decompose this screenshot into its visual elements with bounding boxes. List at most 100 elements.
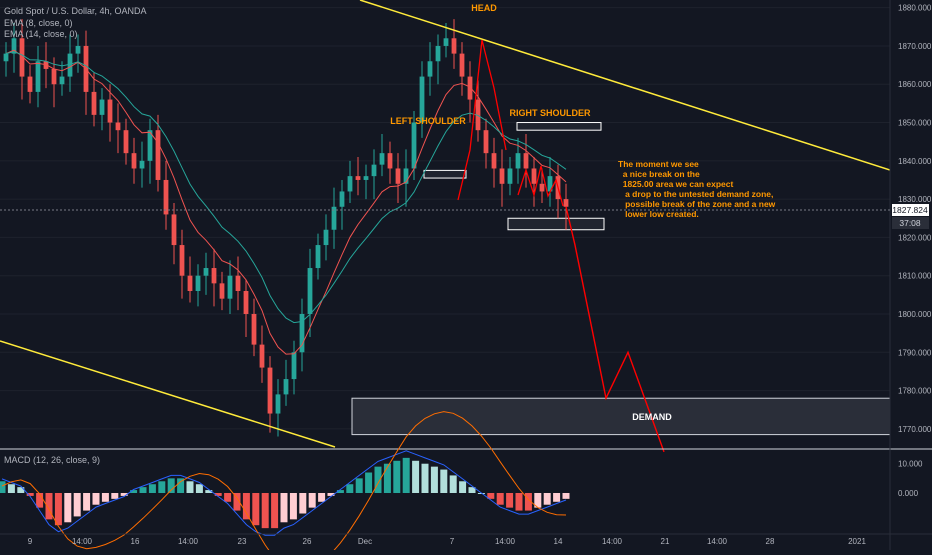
candle-body bbox=[195, 275, 201, 292]
grid bbox=[0, 7, 890, 430]
candle-body bbox=[75, 45, 81, 54]
macd-histogram-bar bbox=[524, 493, 532, 511]
candle-body bbox=[155, 130, 161, 180]
candle-body bbox=[539, 183, 545, 192]
symbol-legend[interactable]: Gold Spot / U.S. Dollar, 4h, OANDA bbox=[4, 6, 147, 16]
candle-body bbox=[235, 275, 241, 292]
countdown-value: 37:08 bbox=[899, 218, 921, 228]
candle-body bbox=[411, 122, 417, 169]
macd-histogram-bar bbox=[139, 487, 147, 493]
price-badge bbox=[892, 204, 929, 216]
macd-histogram-bar bbox=[233, 493, 241, 511]
macd-histogram-bar bbox=[421, 463, 429, 493]
macd-histogram-bar bbox=[327, 493, 335, 496]
candle-body bbox=[531, 168, 537, 184]
candle-body bbox=[243, 291, 249, 314]
candle-body bbox=[307, 268, 313, 314]
macd-histogram-bar bbox=[73, 493, 81, 517]
macd-histogram-bar bbox=[365, 472, 373, 493]
candle-body bbox=[371, 164, 377, 177]
ema14-legend[interactable]: EMA (14, close, 0) bbox=[4, 29, 78, 39]
price-tick-label: 1790.000 bbox=[898, 348, 932, 357]
macd-histogram-bar bbox=[393, 460, 401, 493]
macd-histogram-bar bbox=[92, 493, 100, 505]
candle-body bbox=[35, 61, 41, 92]
time-tick-label: 28 bbox=[766, 537, 775, 546]
candle-body bbox=[547, 176, 553, 192]
candle-body bbox=[67, 53, 73, 77]
right-shoulder-label: RIGHT SHOULDER bbox=[510, 108, 592, 118]
macd-histogram-bar bbox=[440, 469, 448, 493]
left-shoulder-label: LEFT SHOULDER bbox=[390, 116, 466, 126]
candle-body bbox=[123, 130, 129, 154]
candle-body bbox=[227, 275, 233, 299]
candle-body bbox=[435, 45, 441, 62]
demand-label: DEMAND bbox=[632, 412, 672, 422]
macd-histogram-bar bbox=[289, 493, 297, 520]
macd-histogram-bar bbox=[308, 493, 316, 508]
analysis-note: The moment we see a nice break on the 18… bbox=[618, 159, 776, 219]
time-tick-label: 14:00 bbox=[495, 537, 516, 546]
candle-body bbox=[3, 53, 9, 62]
time-tick-label: 26 bbox=[303, 537, 312, 546]
price-tick-label: 1830.000 bbox=[898, 195, 932, 204]
price-tick-label: 1770.000 bbox=[898, 425, 932, 434]
candle-body bbox=[355, 176, 361, 180]
price-tick-label: 1820.000 bbox=[898, 233, 932, 242]
candle-body bbox=[179, 245, 185, 276]
candle-body bbox=[475, 99, 481, 131]
price-tick-label: 1850.000 bbox=[898, 119, 932, 128]
candle-body bbox=[451, 38, 457, 54]
macd-histogram-bar bbox=[26, 493, 34, 496]
candle-body bbox=[59, 76, 65, 85]
macd-histogram-bar bbox=[468, 487, 476, 493]
candle-body bbox=[427, 61, 433, 77]
candle-body bbox=[491, 153, 497, 169]
macd-histogram-bar bbox=[562, 493, 570, 499]
price-tick-label: 1860.000 bbox=[898, 80, 932, 89]
ema-lines bbox=[5, 49, 567, 355]
candle-body bbox=[139, 160, 145, 169]
right-shoulder-zone bbox=[516, 122, 602, 131]
candle-body bbox=[147, 130, 153, 161]
candle-body bbox=[331, 206, 337, 230]
macd-histogram-bar bbox=[553, 493, 561, 502]
resistance-trendline bbox=[359, 0, 891, 171]
macd-histogram-bar bbox=[101, 493, 109, 502]
candle-body bbox=[291, 352, 297, 380]
ema8-legend[interactable]: EMA (8, close, 0) bbox=[4, 18, 73, 28]
candle-body bbox=[171, 214, 177, 246]
macd-histogram-bar bbox=[496, 493, 504, 505]
price-tick-label: 1800.000 bbox=[898, 310, 932, 319]
time-tick-label: 14 bbox=[554, 537, 563, 546]
macd-histogram-bar bbox=[355, 478, 363, 493]
price-tick-label: 1840.000 bbox=[898, 157, 932, 166]
macd-pane bbox=[0, 411, 932, 555]
time-tick-label: 21 bbox=[661, 537, 670, 546]
macd-histogram-bar bbox=[459, 481, 467, 493]
macd-histogram-bar bbox=[318, 493, 326, 502]
candle-body bbox=[459, 53, 465, 77]
candle-body bbox=[339, 191, 345, 207]
candle-body bbox=[379, 153, 385, 165]
candle-body bbox=[51, 68, 57, 85]
macd-histogram-bar bbox=[383, 463, 391, 493]
macd-histogram-bar bbox=[280, 493, 288, 523]
macd-histogram-bar bbox=[148, 484, 156, 493]
candle-body bbox=[91, 91, 97, 115]
macd-histogram-bar bbox=[543, 493, 551, 505]
price-tick-label: 1880.000 bbox=[898, 4, 932, 13]
macd-legend[interactable]: MACD (12, 26, close, 9) bbox=[4, 455, 101, 465]
candle-body bbox=[283, 379, 289, 395]
macd-histogram-bar bbox=[271, 493, 279, 529]
macd-histogram-bar bbox=[534, 493, 542, 508]
macd-histogram-bar bbox=[374, 466, 382, 493]
candle-body bbox=[347, 176, 353, 192]
macd-histogram-bar bbox=[252, 493, 260, 526]
candle-body bbox=[403, 168, 409, 184]
candle-body bbox=[483, 130, 489, 154]
candle-body bbox=[211, 268, 217, 284]
